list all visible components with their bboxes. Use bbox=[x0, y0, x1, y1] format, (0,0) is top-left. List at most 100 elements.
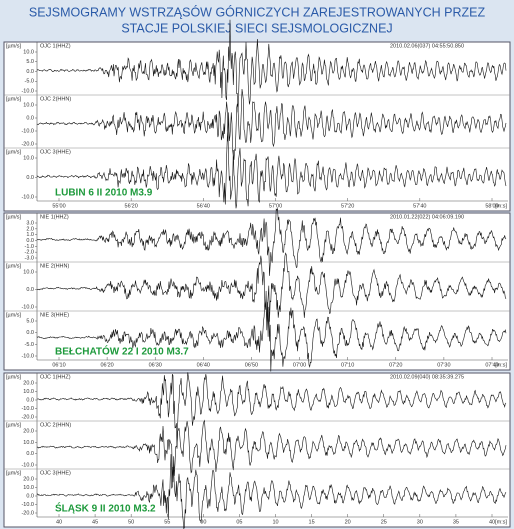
x-unit: [m:s] bbox=[495, 203, 507, 209]
y-tick-label: -5.0 bbox=[25, 79, 34, 85]
y-tick-label: 10.0 bbox=[23, 440, 34, 446]
x-tick-label: 56'40 bbox=[197, 203, 210, 209]
y-tick-label: 5.0 bbox=[26, 318, 34, 324]
x-unit: [m:s] bbox=[495, 362, 507, 368]
unit-label: [µm/s] bbox=[6, 374, 22, 380]
y-tick-label: 10.0 bbox=[23, 155, 34, 161]
x-tick-label: 07'10 bbox=[341, 362, 354, 368]
header: 2010.01.22(022) 04:06:09.190 bbox=[390, 214, 464, 220]
waveform bbox=[37, 372, 507, 449]
x-tick-label: 30 bbox=[417, 519, 423, 525]
panel bbox=[3, 41, 511, 212]
y-tick-label: -20.0 bbox=[21, 414, 34, 420]
y-tick-label: 20.0 bbox=[23, 380, 34, 386]
y-tick-label: -10.0 bbox=[21, 88, 34, 94]
unit-label: [µm/s] bbox=[6, 470, 22, 476]
y-tick-label: -10.0 bbox=[21, 194, 34, 200]
y-tick-label: 0.0 bbox=[26, 493, 34, 499]
y-tick-label: 10.0 bbox=[23, 102, 34, 108]
station-label: OJC 3(HHE) bbox=[40, 149, 71, 155]
x-tick-label: 06'40 bbox=[197, 362, 210, 368]
y-tick-label: 0.0 bbox=[26, 451, 34, 457]
x-tick-label: 06'30 bbox=[149, 362, 162, 368]
x-tick-label: 56'20 bbox=[125, 203, 138, 209]
waveform bbox=[36, 88, 507, 160]
x-tick-label: 25 bbox=[381, 519, 387, 525]
y-tick-label: 20.0 bbox=[23, 476, 34, 482]
unit-label: [µm/s] bbox=[6, 312, 22, 318]
y-tick-label: 0.0 bbox=[26, 397, 34, 403]
x-tick-label: 57'40 bbox=[413, 203, 426, 209]
y-tick-label: 10.0 bbox=[23, 269, 34, 275]
unit-label: [µm/s] bbox=[6, 43, 22, 49]
unit-label: [µm/s] bbox=[6, 149, 22, 155]
x-tick-label: 55 bbox=[164, 519, 170, 525]
y-tick-label: -20.0 bbox=[21, 510, 34, 516]
y-tick-label: -1.0 bbox=[25, 244, 34, 250]
y-tick-label: -10.0 bbox=[21, 304, 34, 310]
waveform bbox=[37, 208, 507, 276]
x-tick-label: 07'20 bbox=[389, 362, 402, 368]
y-tick-label: 0.0 bbox=[26, 69, 34, 75]
y-tick-label: 10.0 bbox=[23, 389, 34, 395]
y-tick-label: 3.0 bbox=[26, 220, 34, 226]
waveform bbox=[36, 19, 507, 113]
y-tick-label: 5.0 bbox=[26, 59, 34, 65]
y-tick-label: -3.0 bbox=[25, 255, 34, 261]
y-tick-label: 0.0 bbox=[26, 238, 34, 244]
station-label: OJC 1(HHZ) bbox=[40, 374, 71, 380]
station-label: OJC 3(HHE) bbox=[40, 470, 71, 476]
y-tick-label: -2.0 bbox=[25, 250, 34, 256]
y-tick-label: 20.0 bbox=[23, 428, 34, 434]
station-label: OJC 2(HHN) bbox=[40, 96, 71, 102]
y-tick-label: -10.0 bbox=[21, 462, 34, 468]
x-tick-label: 06'50 bbox=[245, 362, 258, 368]
x-tick-label: 10 bbox=[272, 519, 278, 525]
y-tick-label: 10.0 bbox=[23, 485, 34, 491]
x-tick-label: 57'20 bbox=[341, 203, 354, 209]
x-tick-label: 40 bbox=[56, 519, 62, 525]
waveform bbox=[36, 419, 507, 483]
x-tick-label: 20 bbox=[345, 519, 351, 525]
unit-label: [µm/s] bbox=[6, 422, 22, 428]
unit-label: [µm/s] bbox=[6, 263, 22, 269]
x-tick-label: 07'00 bbox=[293, 362, 306, 368]
waveform bbox=[36, 130, 507, 209]
y-tick-label: -10.0 bbox=[21, 128, 34, 134]
y-tick-label: 0.0 bbox=[26, 330, 34, 336]
waveform bbox=[36, 454, 507, 529]
y-tick-label: -10.0 bbox=[21, 406, 34, 412]
station-label: NIE 2(HHN) bbox=[40, 263, 70, 269]
panel bbox=[3, 372, 511, 528]
x-tick-label: 45 bbox=[92, 519, 98, 525]
unit-label: [µm/s] bbox=[6, 96, 22, 102]
x-tick-label: 00 bbox=[200, 519, 206, 525]
y-tick-label: 10.0 bbox=[23, 49, 34, 55]
waveform bbox=[36, 252, 507, 323]
x-tick-label: 15 bbox=[309, 519, 315, 525]
x-tick-label: 35 bbox=[453, 519, 459, 525]
x-unit: [m:s] bbox=[495, 519, 507, 525]
y-tick-label: 1.0 bbox=[26, 232, 34, 238]
y-tick-label: -10.0 bbox=[21, 502, 34, 508]
y-tick-label: 0.0 bbox=[26, 115, 34, 121]
station-label: OJC 1(HHZ) bbox=[40, 43, 71, 49]
event-label: BEŁCHATÓW 22 I 2010 M3.7 bbox=[55, 345, 189, 358]
y-tick-label: 0.0 bbox=[26, 287, 34, 293]
waveform bbox=[36, 290, 507, 372]
y-tick-label: 2.0 bbox=[26, 226, 34, 232]
x-tick-label: 50 bbox=[128, 519, 134, 525]
unit-label: [µm/s] bbox=[6, 214, 22, 220]
x-tick-label: 07'40 bbox=[485, 362, 498, 368]
x-tick-label: 06'20 bbox=[100, 362, 113, 368]
x-tick-label: 55'00 bbox=[52, 203, 65, 209]
y-tick-label: 0.0 bbox=[26, 175, 34, 181]
x-tick-label: 57'00 bbox=[269, 203, 282, 209]
y-tick-label: -10.0 bbox=[21, 353, 34, 359]
x-tick-label: 40 bbox=[489, 519, 495, 525]
station-label: NIE 3(HHE) bbox=[40, 312, 69, 318]
header: 2010.02.06(037) 04:55:50.850 bbox=[390, 43, 464, 49]
header: 2010.02.09(040) 08:35:39.275 bbox=[390, 374, 464, 380]
